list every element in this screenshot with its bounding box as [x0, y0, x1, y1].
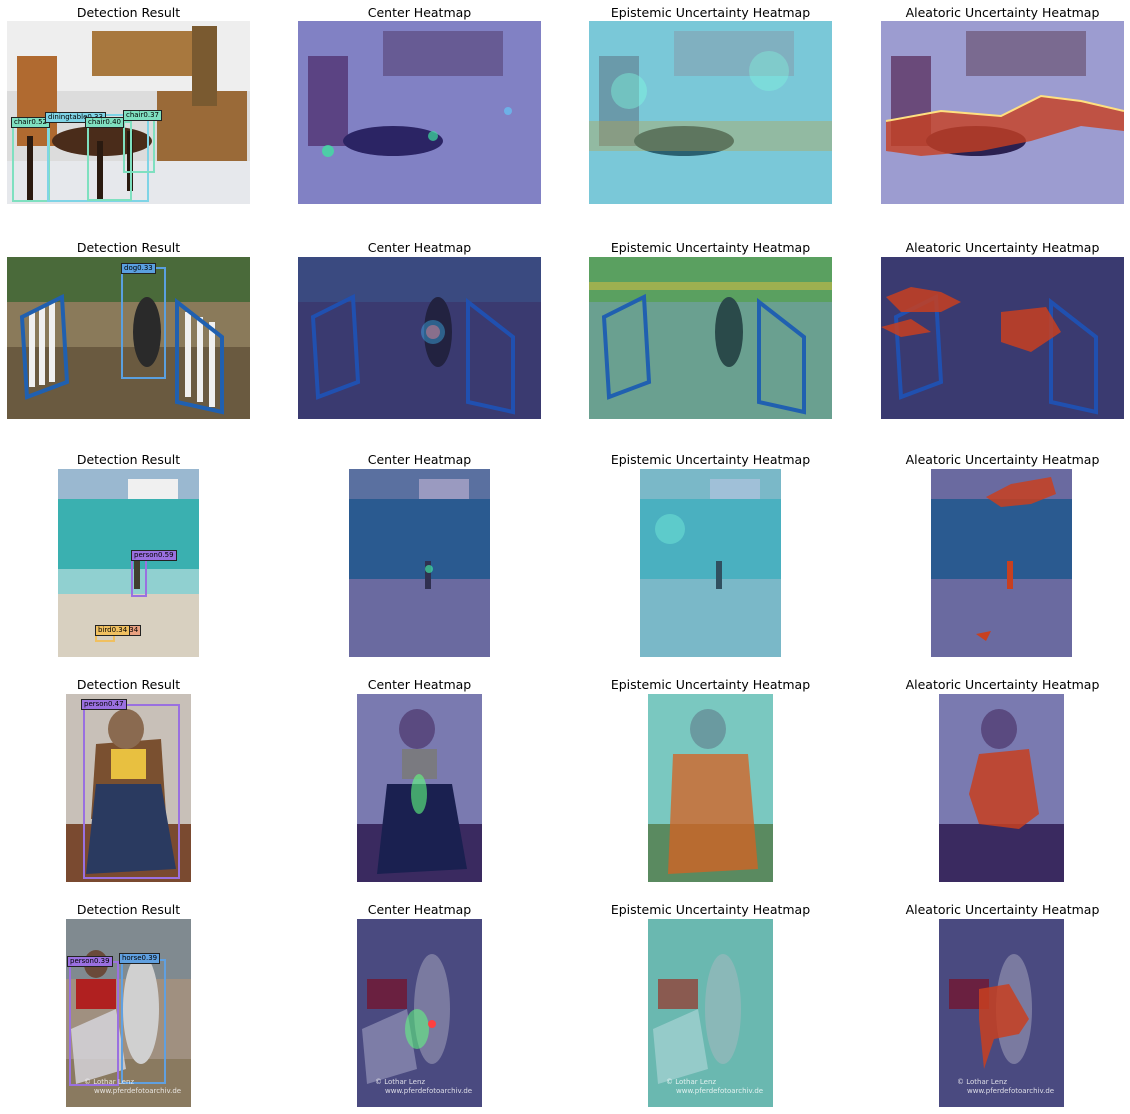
aleatoric-heatmap-r2	[881, 257, 1124, 419]
detection-image-r1: chair0.52 diningtable0.33 chair0.40 chai…	[7, 21, 250, 204]
watermark-line1: © Lothar Lenz	[84, 1078, 135, 1086]
center-heatmap-r5: © Lothar Lenz www.pferdefotoarchiv.de	[357, 919, 482, 1107]
detection-image-r5: person0.39 horse0.39 © Lothar Lenz www.p…	[66, 919, 191, 1107]
title-detection-r1: Detection Result	[76, 5, 181, 20]
bbox-person	[83, 704, 180, 879]
watermark-line1: © Lothar Lenz	[375, 1078, 426, 1086]
watermark-line1: © Lothar Lenz	[666, 1078, 717, 1086]
label-bird-1: bird0.34	[95, 625, 131, 636]
title-epistemic-r2: Epistemic Uncertainty Heatmap	[610, 240, 811, 255]
detection-image-r3: person0.59 bird0.34 bird0.34	[58, 469, 199, 657]
title-aleatoric-r5: Aleatoric Uncertainty Heatmap	[905, 902, 1100, 917]
aleatoric-heatmap-r3	[931, 469, 1072, 657]
title-center-r1: Center Heatmap	[367, 5, 472, 20]
bbox-chair-1	[12, 124, 50, 202]
bbox-person	[69, 961, 119, 1086]
title-aleatoric-r4: Aleatoric Uncertainty Heatmap	[905, 677, 1100, 692]
label-person: person0.59	[131, 550, 177, 561]
title-aleatoric-r2: Aleatoric Uncertainty Heatmap	[905, 240, 1100, 255]
label-chair-2: chair0.40	[85, 117, 124, 128]
center-heatmap-r3	[349, 469, 490, 657]
detection-image-r2: dog0.33	[7, 257, 250, 419]
title-center-r3: Center Heatmap	[367, 452, 472, 467]
center-heatmap-r1	[298, 21, 541, 204]
watermark-line2: www.pferdefotoarchiv.de	[967, 1087, 1055, 1095]
epistemic-heatmap-r5: © Lothar Lenz www.pferdefotoarchiv.de	[648, 919, 773, 1107]
title-aleatoric-r1: Aleatoric Uncertainty Heatmap	[905, 5, 1100, 20]
watermark-line2: www.pferdefotoarchiv.de	[94, 1087, 182, 1095]
epistemic-heatmap-r1	[589, 21, 832, 204]
center-heatmap-r4	[357, 694, 482, 882]
watermark-line2: www.pferdefotoarchiv.de	[676, 1087, 764, 1095]
label-person: person0.47	[81, 699, 127, 710]
aleatoric-heatmap-r5: © Lothar Lenz www.pferdefotoarchiv.de	[939, 919, 1064, 1107]
label-person: person0.39	[67, 956, 113, 967]
detection-image-r4: person0.47	[66, 694, 191, 882]
bbox-person	[131, 559, 147, 597]
bbox-chair-3	[123, 117, 155, 173]
watermark-line2: www.pferdefotoarchiv.de	[385, 1087, 473, 1095]
title-detection-r2: Detection Result	[76, 240, 181, 255]
label-dog: dog0.33	[121, 263, 156, 274]
epistemic-heatmap-r2	[589, 257, 832, 419]
title-center-r2: Center Heatmap	[367, 240, 472, 255]
label-horse: horse0.39	[119, 953, 161, 964]
watermark-line1: © Lothar Lenz	[957, 1078, 1008, 1086]
title-detection-r3: Detection Result	[76, 452, 181, 467]
epistemic-heatmap-r4	[648, 694, 773, 882]
epistemic-heatmap-r3	[640, 469, 781, 657]
title-detection-r5: Detection Result	[76, 902, 181, 917]
title-detection-r4: Detection Result	[76, 677, 181, 692]
label-chair-3: chair0.37	[123, 110, 162, 121]
title-epistemic-r4: Epistemic Uncertainty Heatmap	[610, 677, 811, 692]
bbox-dog	[121, 267, 166, 379]
title-aleatoric-r3: Aleatoric Uncertainty Heatmap	[905, 452, 1100, 467]
bbox-horse	[121, 959, 166, 1084]
title-center-r5: Center Heatmap	[367, 902, 472, 917]
aleatoric-heatmap-r1	[881, 21, 1124, 204]
title-epistemic-r3: Epistemic Uncertainty Heatmap	[610, 452, 811, 467]
center-heatmap-r2	[298, 257, 541, 419]
title-center-r4: Center Heatmap	[367, 677, 472, 692]
title-epistemic-r1: Epistemic Uncertainty Heatmap	[610, 5, 811, 20]
title-epistemic-r5: Epistemic Uncertainty Heatmap	[610, 902, 811, 917]
aleatoric-heatmap-r4	[939, 694, 1064, 882]
